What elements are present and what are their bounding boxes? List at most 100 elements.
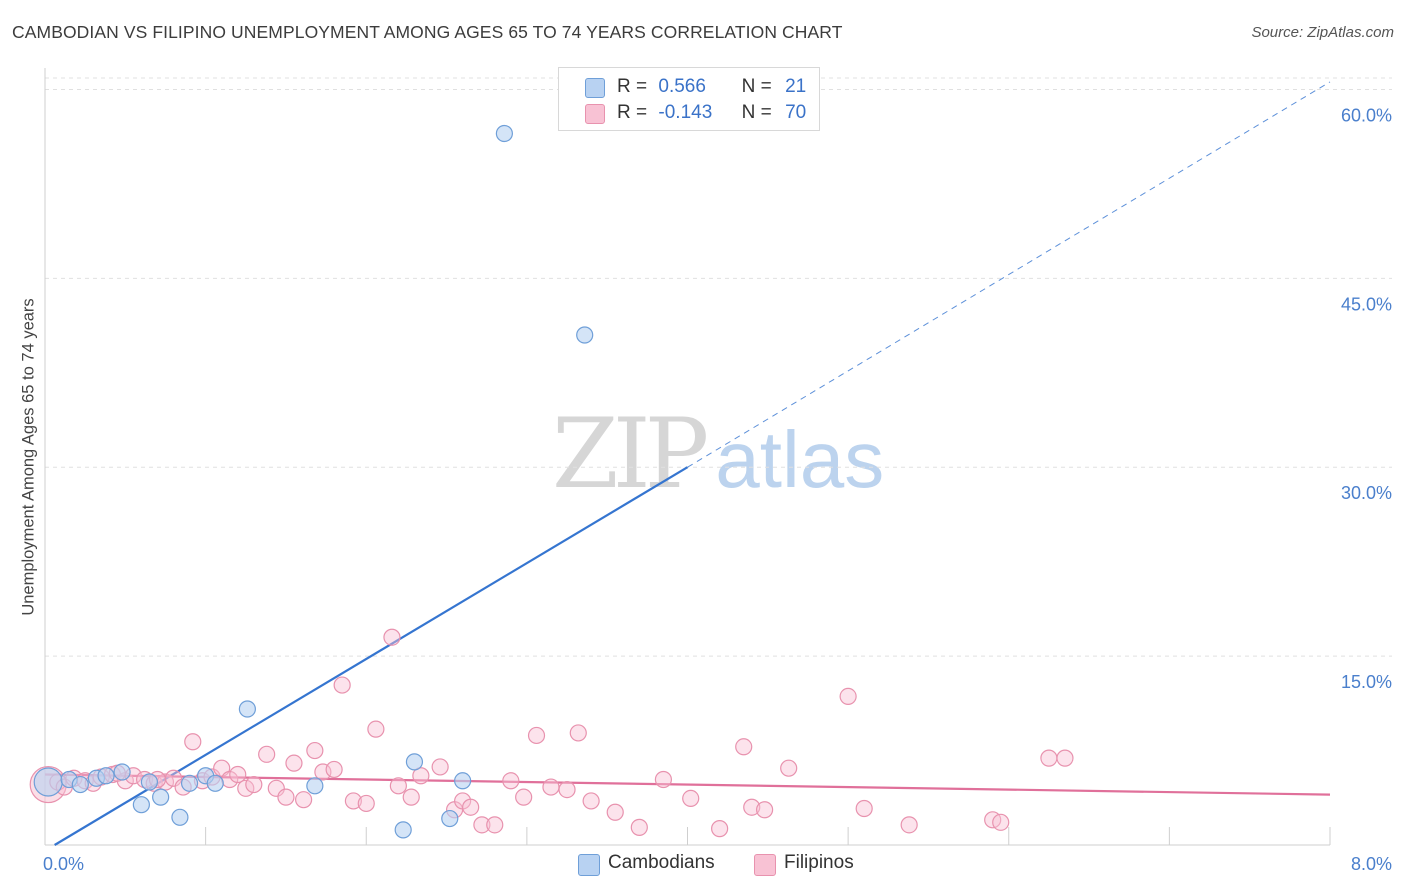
cambodians-point [576, 326, 594, 344]
filipinos-point [314, 763, 332, 781]
filipinos-legend-label: Filipinos [784, 852, 854, 873]
filipinos-legend-swatch [754, 854, 776, 876]
cambodians-stats: R = 0.566 N = 21 [617, 76, 806, 98]
filipinos-point [412, 767, 430, 785]
filipinos-point [527, 726, 546, 745]
cambodians-point [33, 767, 63, 797]
cambodians-point [71, 775, 89, 794]
filipinos-point [245, 775, 263, 794]
chart-title: CAMBODIAN VS FILIPINO UNEMPLOYMENT AMONG… [12, 22, 843, 42]
filipinos-point [344, 792, 362, 810]
filipinos-point [743, 798, 761, 816]
filipinos-point [1056, 749, 1074, 767]
cambodians-legend-label: Cambodians [608, 852, 715, 873]
filipinos-r-value: -0.143 [658, 102, 713, 123]
cambodians-point [132, 796, 150, 814]
filipinos-point [277, 788, 295, 806]
filipinos-point [502, 772, 520, 790]
y-tick-label: 45.0% [1341, 294, 1392, 314]
axes [44, 68, 1331, 846]
cambodians-point [113, 763, 131, 781]
tick-labels: 15.0% 30.0% 45.0% 60.0% 0.0% 8.0% [43, 105, 1392, 874]
filipinos-point [237, 779, 255, 797]
filipinos-point [229, 765, 247, 784]
filipinos-point [542, 778, 560, 796]
filipinos-point [431, 758, 449, 776]
filipinos-point [325, 760, 343, 779]
data-points [29, 124, 1074, 839]
filipinos-point [258, 745, 276, 763]
filipinos-point [654, 770, 673, 789]
y-tick-label: 60.0% [1341, 105, 1392, 125]
filipinos-point [839, 687, 857, 706]
filipinos-point [992, 813, 1010, 831]
y-tick-label: 15.0% [1341, 672, 1392, 692]
cambodians-n-label: N = [741, 76, 772, 97]
filipinos-point [780, 759, 798, 777]
filipinos-point [285, 754, 303, 772]
filipinos-point [569, 724, 587, 742]
trend-lines [44, 81, 1331, 846]
watermark-zip: ZIP [552, 398, 709, 510]
filipinos-point [383, 628, 401, 646]
filipinos-point [333, 676, 351, 694]
cambodians-point [180, 774, 199, 792]
cambodians-point [495, 124, 513, 143]
filipinos-n-label: N = [741, 102, 772, 123]
filipinos-point [855, 799, 873, 818]
filipinos-point [735, 738, 753, 756]
cambodians-r-label: R = [617, 76, 648, 97]
y-tick-label: 30.0% [1341, 483, 1392, 503]
x-tick-label: 8.0% [1351, 854, 1392, 874]
filipinos-point [462, 798, 480, 816]
filipinos-point [682, 789, 700, 808]
source-credit: Source: ZipAtlas.com [1251, 24, 1394, 41]
filipinos-r-label: R = [617, 102, 648, 123]
cambodians-point [454, 772, 472, 790]
filipinos-point [558, 780, 576, 799]
cambodians-trend-line [54, 466, 689, 846]
filipinos-point [1040, 749, 1058, 767]
watermark-atlas: atlas [715, 415, 885, 504]
cambodians-point [441, 809, 459, 828]
cambodians-point [405, 753, 424, 771]
cambodians-point [171, 808, 189, 826]
filipinos-point [606, 803, 624, 821]
filipinos-point [515, 788, 533, 806]
cambodians-point [97, 767, 115, 785]
filipinos-swatch [585, 104, 605, 124]
filipinos-point [900, 816, 918, 834]
cambodians-point [140, 773, 159, 791]
filipinos-point [486, 816, 504, 834]
cambodians-legend-swatch [578, 854, 600, 876]
filipinos-point [630, 818, 648, 836]
filipinos-point [402, 788, 420, 806]
series-legend: Cambodians Filipinos [0, 852, 1406, 878]
cambodians-point [152, 788, 170, 806]
cambodians-point [206, 774, 224, 792]
x-tick-label: 0.0% [43, 854, 84, 874]
filipinos-point [306, 741, 324, 760]
filipinos-stats: R = -0.143 N = 70 [617, 102, 806, 124]
filipinos-point [367, 720, 385, 738]
cambodians-point [238, 700, 256, 718]
filipinos-point [357, 794, 375, 813]
filipinos-n-value: 70 [785, 102, 807, 123]
cambodians-point [306, 777, 324, 795]
cambodians-swatch [585, 78, 605, 98]
correlation-legend: R = 0.566 N = 21 R = -0.143 N = 70 [558, 67, 820, 131]
cambodians-n-value: 21 [785, 76, 807, 97]
y-axis-label: Unemployment Among Ages 65 to 74 years [19, 298, 38, 616]
filipinos-point [389, 777, 407, 795]
filipinos-point [473, 816, 491, 834]
watermark: ZIP atlas [552, 398, 884, 510]
filipinos-point [295, 791, 313, 809]
filipinos-point [711, 820, 729, 838]
filipinos-point [755, 801, 774, 819]
cambodians-trend-extension [687, 81, 1331, 468]
gridlines [45, 77, 1392, 657]
filipinos-point [184, 733, 202, 751]
filipinos-point [582, 792, 600, 810]
cambodians-r-value: 0.566 [658, 76, 706, 97]
